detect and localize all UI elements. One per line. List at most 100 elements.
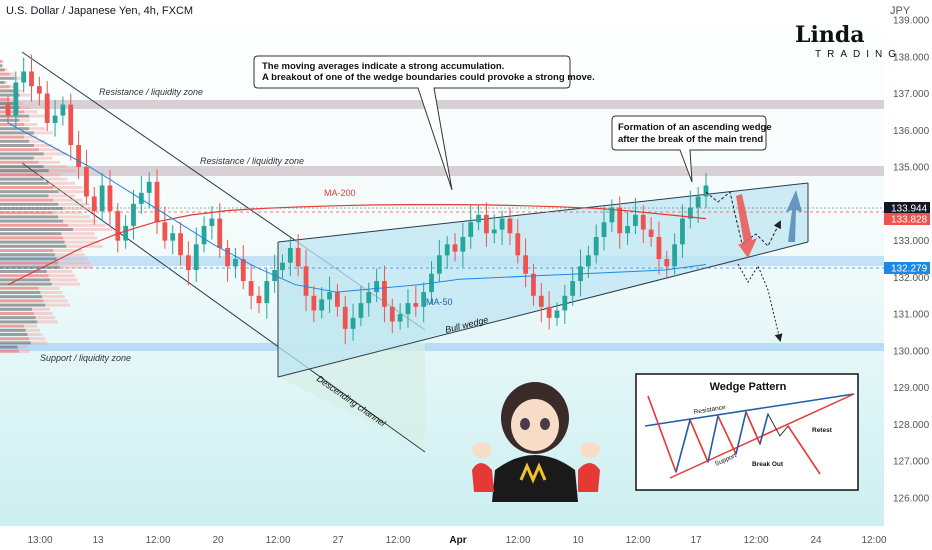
volume-profile-bar: [58, 190, 91, 194]
volume-profile-bar: [29, 337, 46, 341]
volume-profile-bar: [34, 131, 53, 135]
price-axis-panel: [884, 0, 932, 550]
volume-profile-bar: [19, 93, 31, 97]
bullish-candle: [366, 292, 372, 304]
volume-profile-bar: [0, 181, 49, 185]
price-axis[interactable]: 139.000 138.000 137.000 136.000 135.000 133.0…: [884, 16, 930, 505]
volume-profile-bar: [2, 60, 4, 63]
bullish-candle: [193, 244, 199, 271]
price-tag: 132.279: [884, 262, 930, 275]
volume-profile-bar: [0, 219, 64, 223]
bullish-candle: [460, 236, 466, 252]
bearish-candle: [523, 255, 529, 274]
bearish-candle: [389, 306, 395, 322]
ma50-label: MA-50: [426, 297, 453, 307]
volume-profile-bar: [0, 215, 59, 219]
volume-profile-bar: [43, 152, 68, 156]
volume-profile-bar: [53, 211, 83, 215]
volume-profile-bar: [0, 60, 3, 63]
volume-profile-bar: [68, 223, 106, 227]
volume-profile-bar: [0, 127, 30, 131]
volume-profile-bar: [0, 257, 57, 261]
inset-breakout-label: Break Out: [752, 461, 784, 468]
bullish-candle: [209, 218, 215, 226]
price-tick-label: 132.000: [893, 273, 930, 284]
time-tick-label: 12:00: [625, 535, 650, 546]
volume-profile-bar: [48, 181, 76, 185]
volume-profile-bar: [53, 198, 83, 202]
volume-profile-bar: [48, 169, 76, 173]
volume-profile-bar: [33, 156, 53, 160]
volume-profile-bar: [0, 156, 34, 160]
volume-profile-bar: [19, 349, 30, 353]
bearish-candle: [452, 244, 458, 252]
bearish-candle: [656, 236, 662, 259]
volume-profile-bar: [0, 244, 67, 248]
bearish-candle: [538, 295, 544, 307]
volume-profile-bar: [24, 123, 38, 126]
volume-profile-bar: [25, 328, 40, 332]
volume-profile-bar: [62, 236, 98, 240]
bullish-candle: [99, 185, 105, 212]
bullish-candle: [680, 218, 685, 245]
volume-profile-bar: [19, 118, 30, 122]
bearish-candle: [162, 222, 168, 241]
bearish-candle: [640, 214, 646, 230]
time-tick-label: 13:00: [27, 535, 52, 546]
time-tick-label: 17: [690, 535, 702, 546]
price-tick-label: 137.000: [893, 89, 930, 100]
bearish-candle: [342, 306, 348, 329]
volume-profile-bar: [43, 177, 68, 181]
inset-frame: [635, 373, 859, 491]
time-tick-label: 20: [212, 535, 224, 546]
volume-profile-bar: [0, 202, 59, 206]
volume-profile-bar: [0, 274, 49, 278]
price-tick-label: 138.000: [893, 52, 930, 63]
bullish-candle: [60, 104, 66, 116]
volume-profile-bar: [0, 85, 10, 89]
resistance-zone-lower: [0, 166, 884, 176]
price-tick-label: 135.000: [893, 163, 930, 174]
bullish-candle: [138, 192, 144, 204]
volume-profile-bar: [0, 228, 73, 231]
bullish-candle: [570, 281, 576, 296]
bearish-candle: [44, 93, 50, 123]
volume-profile-bar: [56, 257, 88, 261]
volume-profile-bar: [0, 190, 59, 194]
volume-profile-bar: [0, 303, 46, 307]
volume-profile-bar: [0, 207, 64, 210]
volume-profile-bar: [38, 160, 60, 164]
volume-profile-bar: [0, 253, 55, 257]
volume-profile-bar: [0, 68, 5, 72]
volume-profile-bar: [14, 102, 23, 105]
bearish-candle: [546, 306, 552, 318]
anime-character-illustration: [472, 382, 600, 502]
volume-profile-bar: [9, 97, 15, 101]
time-tick-label: 12:00: [145, 535, 170, 546]
volume-profile-bar: [38, 148, 61, 152]
volume-profile-bar: [14, 89, 23, 93]
bullish-candle: [554, 310, 560, 318]
bearish-candle: [29, 71, 34, 87]
bearish-candle: [664, 259, 670, 267]
volume-profile-bar: [0, 295, 42, 299]
bearish-candle: [507, 218, 513, 234]
time-tick-label: 12:00: [861, 535, 886, 546]
volume-profile-bar: [51, 282, 81, 286]
price-tick-label: 128.000: [893, 420, 930, 431]
volume-profile-bar: [0, 261, 59, 265]
time-tick-label: 10: [572, 535, 584, 546]
volume-profile-bar: [9, 72, 16, 76]
volume-profile-bar: [27, 333, 43, 336]
volume-profile-bar: [0, 81, 5, 84]
volume-profile-bar: [0, 240, 65, 244]
time-axis[interactable]: 13:00 13 12:00 20 12:00 27 12:00 Apr 12:00 10 12:0…: [27, 535, 886, 546]
price-tick-label: 130.000: [893, 346, 930, 357]
volume-profile-bar: [0, 64, 3, 68]
bearish-candle: [84, 167, 89, 197]
bullish-candle: [491, 229, 497, 234]
bearish-candle: [303, 266, 309, 296]
price-tick-label: 136.000: [893, 126, 930, 137]
volume-profile-bar: [46, 270, 73, 273]
